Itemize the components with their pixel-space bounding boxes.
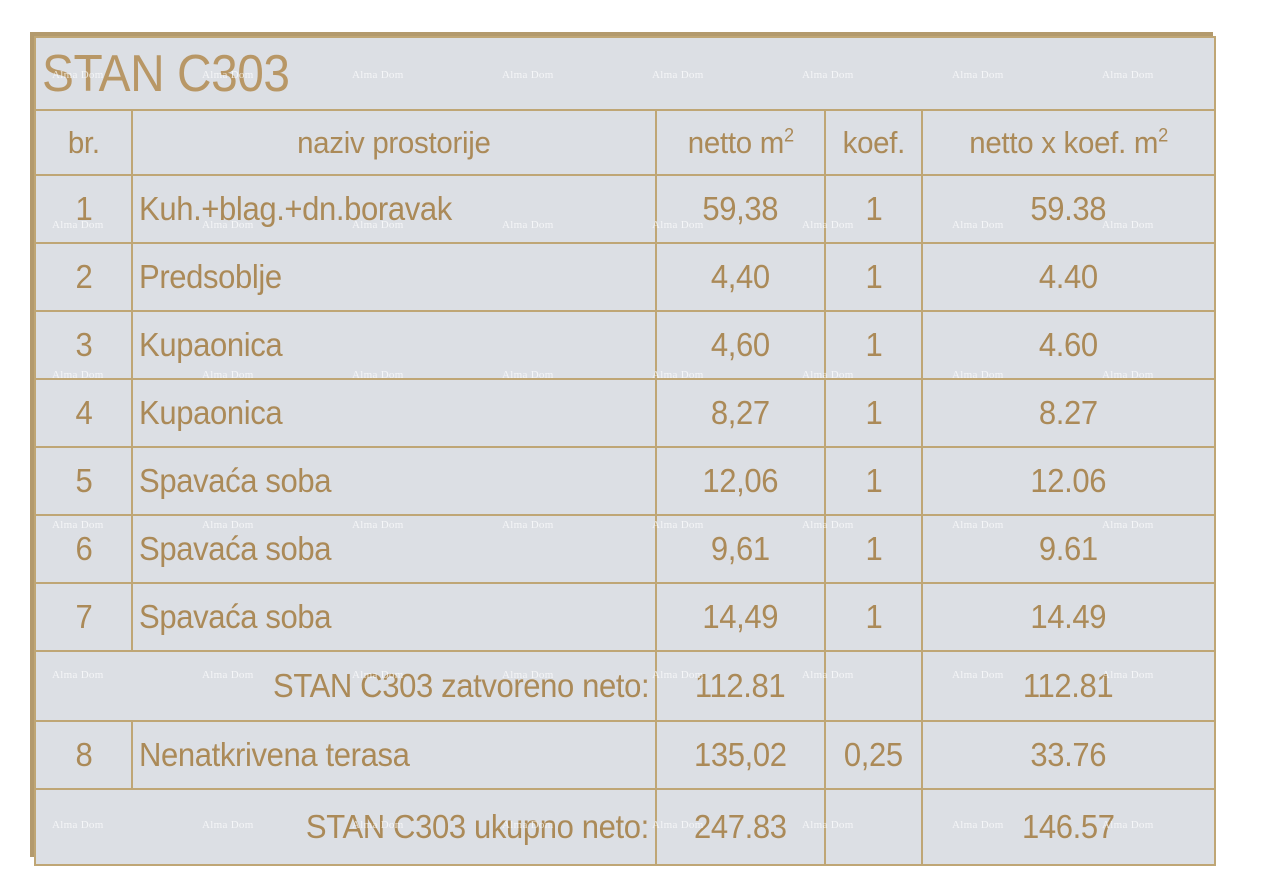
cell-total: 12.06 xyxy=(920,446,1217,516)
header-netto-label: netto m2 xyxy=(687,124,794,160)
cell-netto: 14,49 xyxy=(655,582,826,652)
header-br-label: br. xyxy=(67,124,100,160)
header-netto: netto m2 xyxy=(655,109,826,176)
header-netto-superscript: 2 xyxy=(783,125,794,147)
cell-netto: 12,06 xyxy=(655,446,826,516)
cell-total: 4.60 xyxy=(920,310,1217,380)
cell-br: 7 xyxy=(34,582,133,652)
cell-br: 6 xyxy=(34,514,133,584)
apartment-spec-table-frame: STAN C303 br. naziv prostorije netto m2 … xyxy=(30,32,1217,866)
summary-total-total: 146.57 xyxy=(920,788,1217,866)
cell-koef: 1 xyxy=(824,174,923,244)
summary-total-label: STAN C303 ukupno neto: xyxy=(34,788,657,866)
header-total-label: netto x koef. m2 xyxy=(969,124,1168,160)
cell-netto: 8,27 xyxy=(655,378,826,448)
cell-name: Spavaća soba xyxy=(131,514,657,584)
header-br: br. xyxy=(34,109,133,176)
cell-total: 4.40 xyxy=(920,242,1217,312)
table-row: 2 Predsoblje 4,40 1 4.40 xyxy=(34,242,1217,312)
cell-total: 59.38 xyxy=(920,174,1217,244)
cell-total: 33.76 xyxy=(920,720,1217,790)
cell-koef: 1 xyxy=(824,514,923,584)
cell-name: Spavaća soba xyxy=(131,582,657,652)
apartment-spec-table: STAN C303 br. naziv prostorije netto m2 … xyxy=(33,36,1217,866)
cell-total: 14.49 xyxy=(920,582,1217,652)
cell-name: Nenatkrivena terasa xyxy=(131,720,657,790)
cell-br: 1 xyxy=(34,174,133,244)
cell-name: Kuh.+blag.+dn.boravak xyxy=(131,174,657,244)
header-koef-label: koef. xyxy=(842,124,905,160)
table-header-row: br. naziv prostorije netto m2 koef. nett… xyxy=(34,109,1217,176)
cell-br: 2 xyxy=(34,242,133,312)
cell-koef: 1 xyxy=(824,242,923,312)
summary-closed-koef xyxy=(824,650,923,722)
cell-netto: 4,60 xyxy=(655,310,826,380)
table-row: 1 Kuh.+blag.+dn.boravak 59,38 1 59.38 xyxy=(34,174,1217,244)
summary-closed-netto: 112.81 xyxy=(655,650,826,722)
header-name-label: naziv prostorije xyxy=(297,124,491,160)
cell-name: Kupaonica xyxy=(131,310,657,380)
cell-name: Predsoblje xyxy=(131,242,657,312)
summary-closed-total: 112.81 xyxy=(920,650,1217,722)
table-row: 4 Kupaonica 8,27 1 8.27 xyxy=(34,378,1217,448)
page-title-cell: STAN C303 xyxy=(33,36,1217,111)
table-row: 5 Spavaća soba 12,06 1 12.06 xyxy=(34,446,1217,516)
cell-koef: 1 xyxy=(824,310,923,380)
header-koef: koef. xyxy=(824,109,923,176)
cell-koef: 1 xyxy=(824,446,923,516)
cell-total: 8.27 xyxy=(920,378,1217,448)
cell-netto: 9,61 xyxy=(655,514,826,584)
summary-total-koef xyxy=(824,788,923,866)
cell-name: Spavaća soba xyxy=(131,446,657,516)
cell-netto: 4,40 xyxy=(655,242,826,312)
cell-koef: 0,25 xyxy=(824,720,923,790)
cell-koef: 1 xyxy=(824,378,923,448)
cell-br: 4 xyxy=(34,378,133,448)
cell-netto: 135,02 xyxy=(655,720,826,790)
summary-total-netto: 247.83 xyxy=(655,788,826,866)
cell-koef: 1 xyxy=(824,582,923,652)
table-body: STAN C303 br. naziv prostorije netto m2 … xyxy=(33,36,1217,866)
cell-br: 5 xyxy=(34,446,133,516)
page-title: STAN C303 xyxy=(42,44,290,103)
cell-total: 9.61 xyxy=(920,514,1217,584)
summary-row-closed-net: STAN C303 zatvoreno neto: 112.81 112.81 xyxy=(34,650,1217,722)
table-row: 3 Kupaonica 4,60 1 4.60 xyxy=(34,310,1217,380)
header-name: naziv prostorije xyxy=(131,109,657,176)
table-row: 6 Spavaća soba 9,61 1 9.61 xyxy=(34,514,1217,584)
cell-netto: 59,38 xyxy=(655,174,826,244)
table-row-terrace: 8 Nenatkrivena terasa 135,02 0,25 33.76 xyxy=(34,720,1217,790)
summary-row-total-net: STAN C303 ukupno neto: 247.83 146.57 xyxy=(34,788,1217,866)
table-row: 7 Spavaća soba 14,49 1 14.49 xyxy=(34,582,1217,652)
summary-closed-label: STAN C303 zatvoreno neto: xyxy=(34,650,657,722)
cell-br: 8 xyxy=(34,720,133,790)
cell-br: 3 xyxy=(34,310,133,380)
header-total-superscript: 2 xyxy=(1158,125,1168,147)
cell-name: Kupaonica xyxy=(131,378,657,448)
title-row: STAN C303 xyxy=(33,36,1217,111)
header-total: netto x koef. m2 xyxy=(920,109,1217,176)
